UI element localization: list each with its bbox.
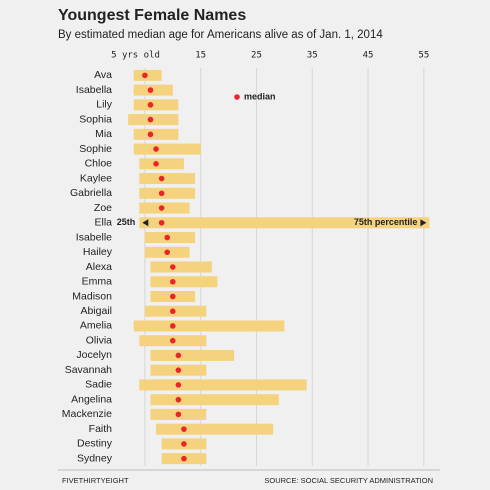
range-bar	[139, 187, 196, 199]
arrow-right	[420, 219, 427, 227]
y-tick-label: Abigail	[80, 305, 112, 317]
y-tick-label: Olivia	[86, 334, 112, 346]
median-dot	[158, 205, 165, 211]
y-tick-label: Hailey	[83, 246, 113, 258]
median-dot	[147, 87, 154, 93]
median-dot	[169, 308, 176, 315]
median-dot	[164, 234, 171, 241]
y-tick-label: Amelia	[80, 320, 112, 332]
legend-label: median	[244, 91, 276, 101]
median-dot	[169, 264, 176, 270]
median-dot	[181, 441, 187, 447]
median-dot	[169, 278, 176, 285]
annotation-75th: 75th percentile	[354, 217, 418, 227]
median-dot	[175, 382, 182, 388]
range-bar	[139, 217, 430, 229]
range-bar	[150, 276, 218, 288]
median-dot	[169, 293, 176, 300]
range-bar	[150, 394, 279, 406]
annotation-25th: 25th	[117, 217, 136, 227]
y-tick-label: Ella	[94, 217, 112, 229]
y-tick-label: Sophie	[79, 143, 112, 155]
y-tick-label: Mia	[95, 128, 112, 140]
x-tick-label: 25	[251, 51, 262, 61]
median-dot	[158, 219, 165, 226]
median-dot	[175, 396, 182, 403]
range-bar	[139, 158, 184, 170]
range-bar	[133, 128, 179, 140]
y-tick-label: Sydney	[77, 452, 113, 464]
median-dot	[169, 337, 176, 344]
median-dot	[147, 102, 154, 108]
median-dot	[181, 426, 187, 432]
median-dot	[153, 161, 159, 167]
median-dot	[175, 411, 182, 418]
y-tick-label: Angelina	[71, 393, 112, 405]
y-tick-label: Sadie	[85, 379, 112, 391]
range-bar	[150, 349, 235, 361]
range-bar	[133, 320, 285, 332]
median-dot	[158, 175, 165, 182]
median-dot	[158, 190, 165, 197]
legend-dot	[234, 94, 240, 100]
chart-subtitle: By estimated median age for Americans al…	[58, 29, 383, 41]
y-tick-label: Mackenzie	[62, 408, 112, 420]
y-tick-label: Savannah	[65, 364, 112, 376]
range-bar	[150, 261, 212, 273]
range-bar	[133, 99, 179, 111]
range-bar	[139, 379, 307, 391]
median-dot	[181, 455, 187, 462]
y-tick-label: Destiny	[77, 438, 113, 450]
y-tick-label: Isabelle	[76, 231, 112, 243]
y-tick-label: Zoe	[94, 202, 112, 214]
x-tick-label: 15	[195, 51, 206, 61]
median-dot	[142, 72, 148, 79]
median-dot	[164, 249, 171, 256]
y-tick-label: Isabella	[76, 84, 112, 96]
y-tick-label: Chloe	[85, 158, 113, 170]
footer-source: SOURCE: SOCIAL SECURITY ADMINISTRATION	[264, 476, 433, 485]
y-tick-label: Emma	[82, 276, 112, 288]
y-tick-label: Gabriella	[70, 187, 112, 199]
y-tick-label: Faith	[89, 423, 113, 435]
y-tick-label: Alexa	[86, 261, 112, 273]
x-tick-label: 45	[363, 51, 374, 61]
median-dot	[147, 116, 154, 123]
footer-brand: FIVETHIRTYEIGHT	[62, 476, 129, 485]
x-tick-label: 55	[418, 51, 429, 61]
y-tick-label: Kaylee	[80, 172, 112, 184]
range-bar	[156, 423, 274, 435]
x-tick-label: 5 yrs old	[111, 51, 160, 61]
chart-title: Youngest Female Names	[58, 7, 246, 24]
y-tick-label: Ava	[94, 69, 112, 81]
y-tick-label: Sophia	[79, 113, 112, 125]
median-dot	[153, 146, 159, 152]
range-bar	[133, 143, 201, 155]
y-tick-label: Jocelyn	[76, 349, 112, 361]
y-tick-label: Lily	[96, 99, 113, 111]
x-tick-label: 35	[307, 51, 318, 61]
range-bar	[139, 173, 196, 185]
median-dot	[169, 323, 176, 329]
median-dot	[147, 131, 154, 138]
median-dot	[175, 367, 182, 373]
y-tick-label: Madison	[72, 290, 112, 302]
median-dot	[175, 352, 182, 359]
arrow-left	[142, 219, 149, 227]
